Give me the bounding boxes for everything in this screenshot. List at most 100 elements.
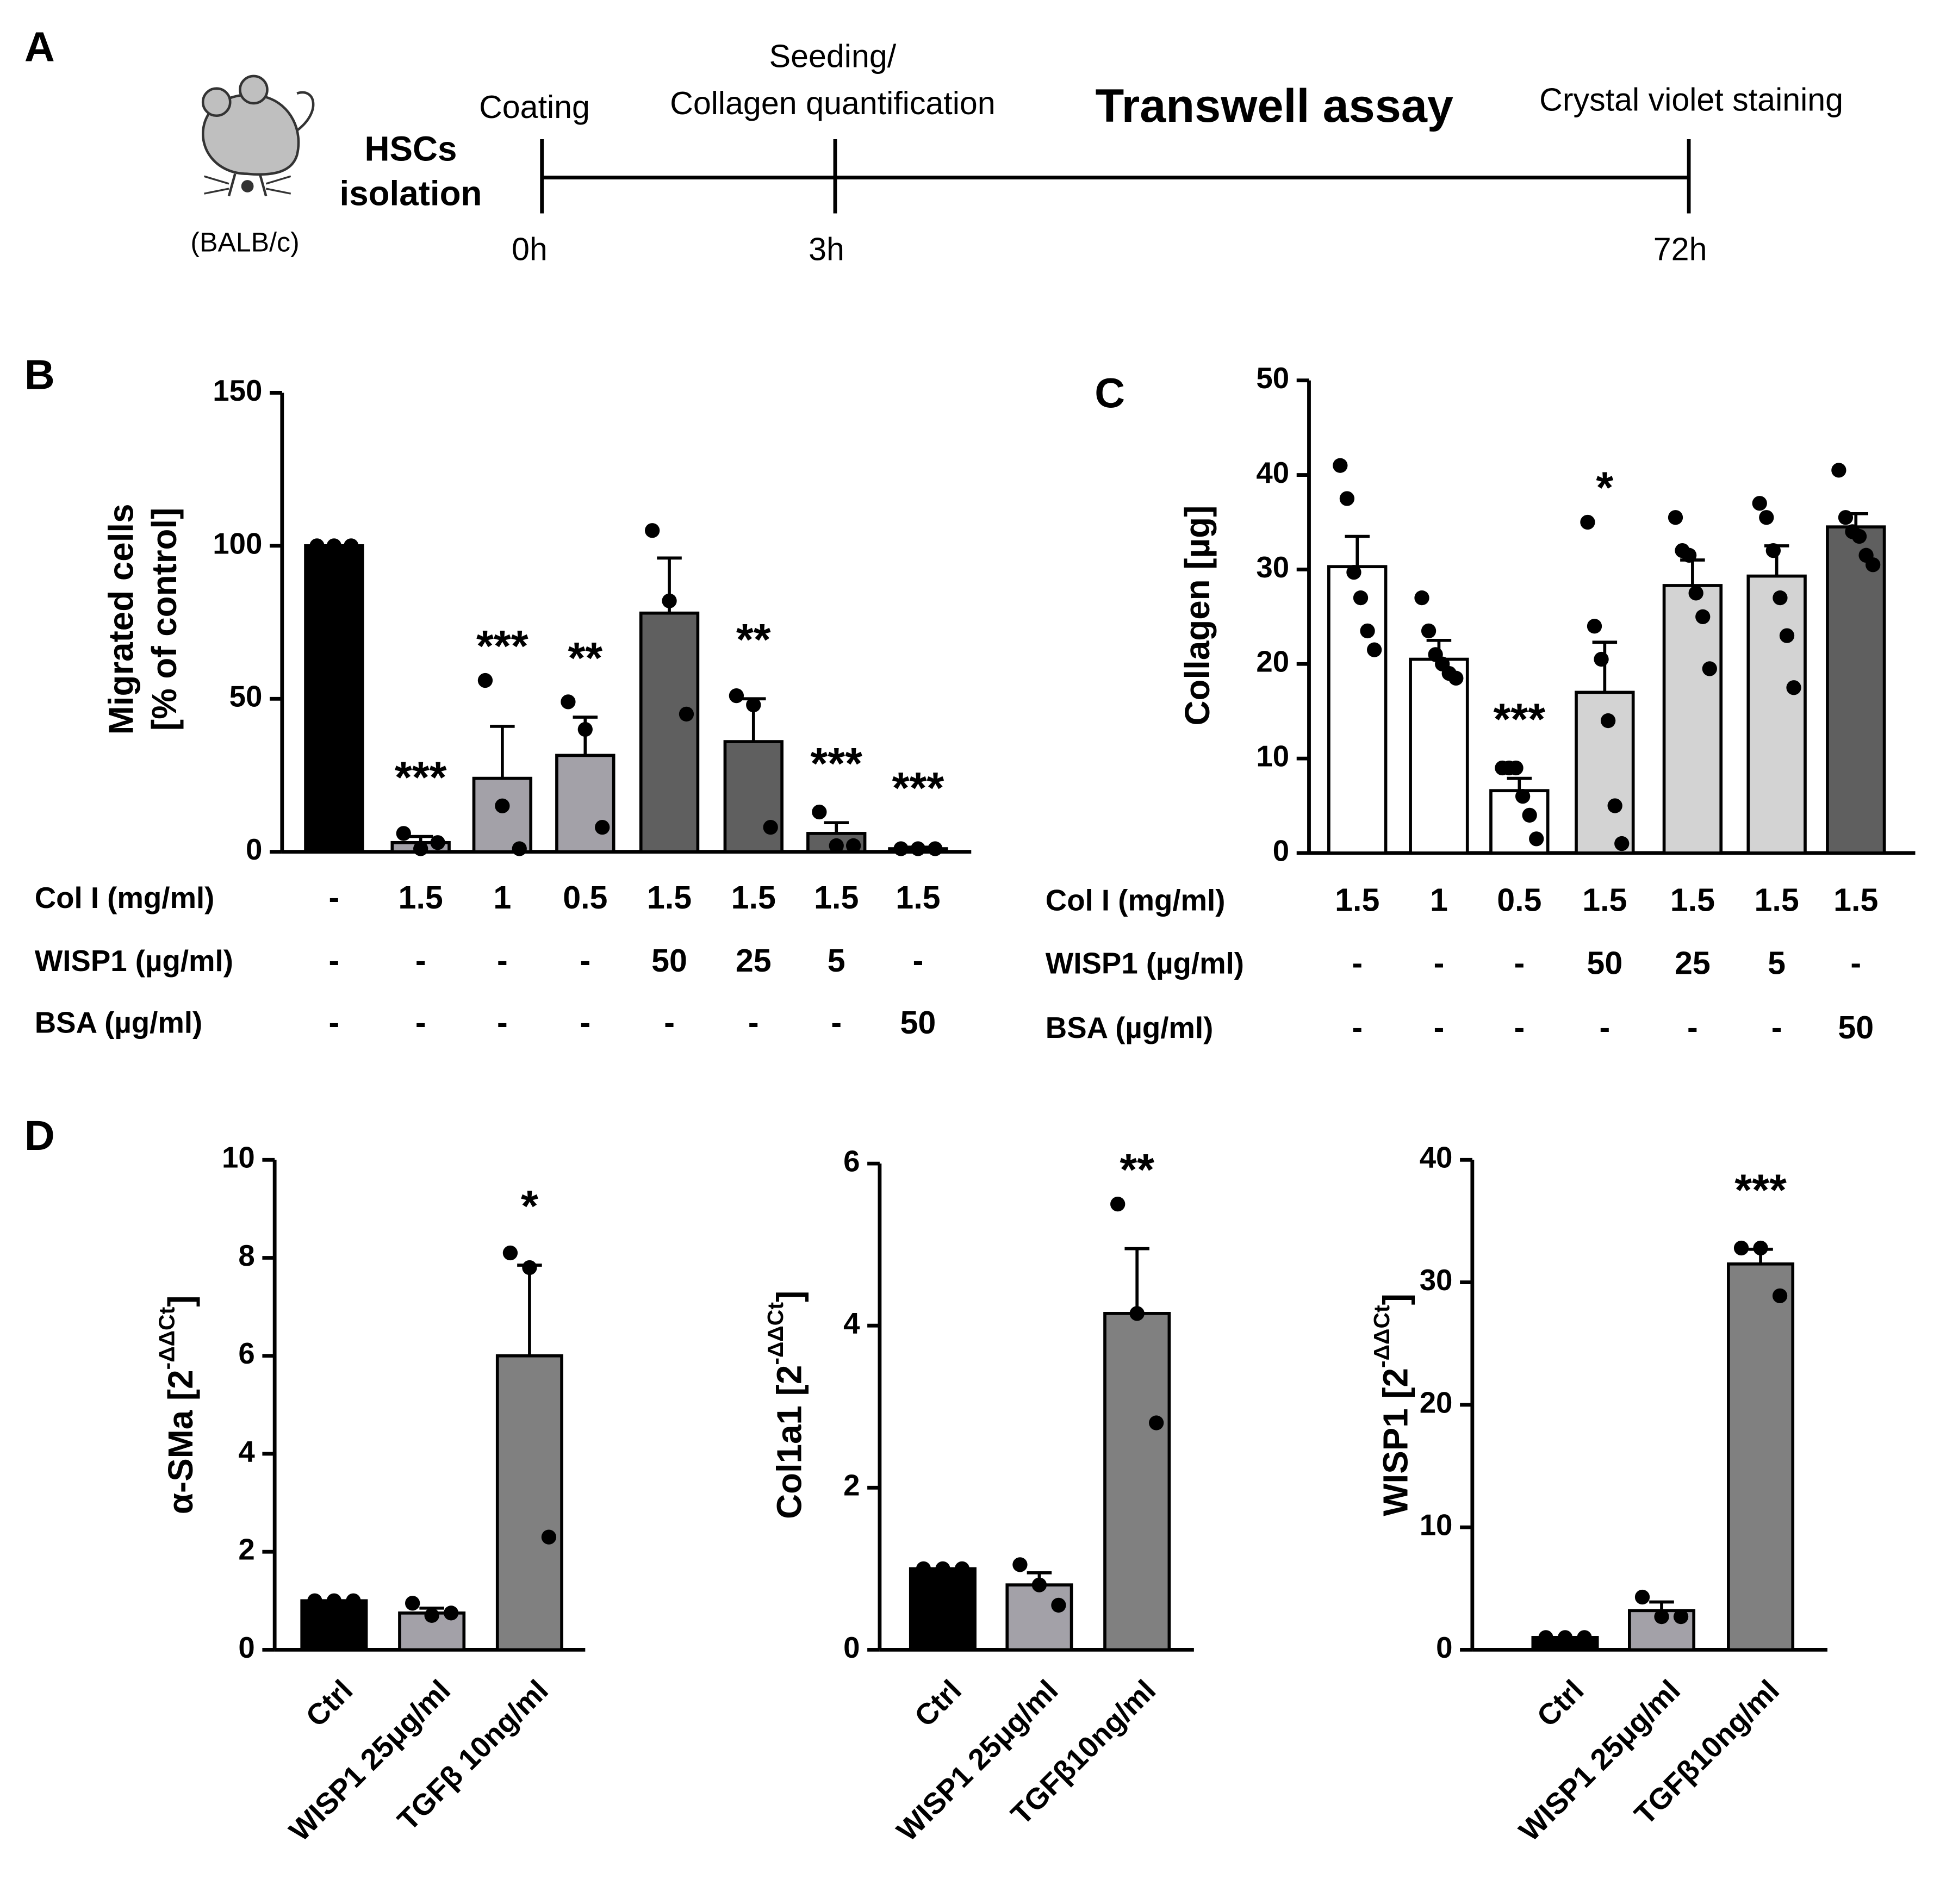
data-point — [1538, 1630, 1553, 1645]
condition-value: - — [1352, 945, 1363, 981]
data-point — [577, 721, 593, 737]
condition-value: 0.5 — [563, 879, 607, 916]
data-point — [1515, 788, 1531, 804]
y-axis-label-sup: -ΔΔCt — [1369, 1305, 1394, 1368]
data-point — [1851, 528, 1867, 544]
condition-value: - — [1771, 1009, 1782, 1046]
condition-value: 5 — [828, 942, 845, 979]
bar — [472, 776, 533, 854]
data-point — [1695, 609, 1711, 624]
data-point — [1414, 590, 1429, 606]
bar — [639, 611, 700, 854]
condition-value: 1.5 — [1755, 882, 1799, 918]
data-point — [424, 1608, 439, 1623]
bar — [304, 544, 364, 854]
y-tick-label: 8 — [238, 1239, 254, 1272]
condition-value: 1.5 — [1670, 882, 1715, 918]
y-tick-label: 10 — [1420, 1509, 1453, 1542]
data-point — [1838, 510, 1854, 525]
bar — [1005, 1583, 1073, 1652]
data-point — [1149, 1415, 1164, 1430]
condition-name: Col I (mg/ml) — [35, 881, 215, 914]
condition-value: - — [497, 942, 508, 979]
data-point — [430, 835, 445, 850]
data-point — [954, 1561, 970, 1576]
y-axis-label: Collagen [µg] — [1178, 506, 1217, 726]
y-tick-label: 40 — [1420, 1141, 1453, 1174]
bar — [1327, 565, 1388, 855]
data-point — [443, 1606, 459, 1621]
condition-value: 0.5 — [1497, 882, 1541, 918]
data-point — [1529, 831, 1544, 847]
significance: ** — [736, 615, 771, 665]
data-point — [893, 841, 909, 856]
data-point — [1594, 651, 1609, 667]
y-tick-label: 30 — [1420, 1264, 1453, 1297]
condition-name: BSA (µg/ml) — [35, 1006, 203, 1040]
condition-value: - — [1599, 1009, 1610, 1046]
event-label: Coating — [479, 89, 590, 125]
data-point — [1668, 510, 1683, 525]
data-point — [1786, 680, 1801, 695]
data-point — [1346, 564, 1361, 580]
condition-value: - — [580, 1004, 590, 1041]
y-tick-label: 0 — [1436, 1631, 1452, 1664]
data-point — [1110, 1196, 1126, 1212]
y-tick-label: 10 — [1256, 740, 1289, 773]
data-point — [522, 1260, 537, 1275]
y-axis-label-sup: -ΔΔCt — [763, 1302, 788, 1365]
condition-value: 1.5 — [1582, 882, 1627, 918]
data-point — [1360, 623, 1375, 639]
data-point — [1508, 760, 1524, 776]
data-point — [1831, 463, 1846, 478]
y-tick-label: 6 — [238, 1337, 254, 1370]
condition-value: - — [1352, 1009, 1363, 1046]
data-point — [644, 523, 660, 538]
data-point — [1031, 1577, 1047, 1592]
data-point — [1587, 619, 1602, 634]
condition-value: - — [664, 1004, 675, 1041]
y-axis-label-main: Col1a1 [2 — [769, 1365, 809, 1519]
condition-value: 1.5 — [647, 879, 692, 916]
y-axis-label-main: WISP1 [2 — [1376, 1368, 1415, 1516]
condition-value: - — [329, 942, 340, 979]
condition-value: 1.5 — [1335, 882, 1379, 918]
data-point — [307, 1593, 322, 1608]
condition-value: - — [1514, 945, 1525, 981]
y-tick-label: 4 — [238, 1435, 255, 1468]
y-axis-label-end: ] — [769, 1291, 809, 1302]
y-tick-label: 2 — [238, 1533, 254, 1566]
y-tick-label: 150 — [213, 374, 262, 407]
data-point — [829, 838, 844, 854]
condition-value: - — [1687, 1009, 1698, 1046]
timeline-title: Transwell assay — [1096, 80, 1453, 132]
data-point — [1772, 1288, 1788, 1303]
y-tick-label: 50 — [229, 680, 263, 713]
condition-value: 1.5 — [731, 879, 776, 916]
data-point — [1779, 628, 1795, 643]
data-point — [1634, 1589, 1650, 1605]
significance: * — [521, 1181, 538, 1231]
mouse-icon — [201, 74, 315, 197]
data-point — [1753, 1240, 1768, 1256]
data-point — [935, 1561, 950, 1576]
y-axis-label: Migrated cells — [101, 503, 140, 735]
event-label: Crystal violet staining — [1539, 81, 1843, 117]
data-point — [1773, 590, 1788, 606]
y-tick-label: 10 — [222, 1141, 255, 1174]
mouse-label: (BALB/c) — [190, 227, 299, 258]
condition-value: 50 — [651, 942, 687, 979]
data-point — [1607, 798, 1622, 813]
condition-value: 25 — [1675, 945, 1711, 981]
y-axis-label: α-SMa [2-ΔΔCt] — [154, 1296, 200, 1515]
y-tick-label: 20 — [1420, 1386, 1453, 1419]
data-point — [1765, 543, 1781, 558]
bar — [555, 754, 615, 854]
data-point — [1866, 557, 1881, 573]
data-point — [916, 1561, 931, 1576]
y-axis-label-main: α-SMa [2 — [161, 1370, 200, 1514]
condition-value: 1.5 — [896, 879, 940, 916]
y-axis-label-end: ] — [1376, 1293, 1415, 1305]
data-point — [326, 1593, 342, 1608]
